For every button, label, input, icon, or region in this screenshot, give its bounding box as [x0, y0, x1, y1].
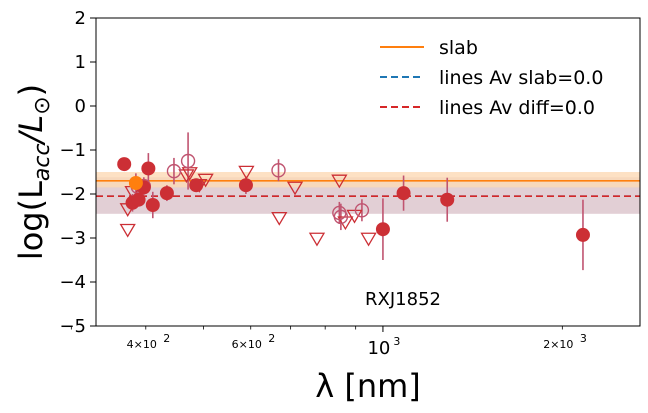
filled-point — [141, 161, 156, 176]
open-circle-point — [166, 163, 182, 179]
x-minor-tick-label: 4×10 — [127, 338, 157, 351]
legend-label-lines-diff: lines Av diff=0.0 — [439, 97, 595, 119]
y-tick-label: −1 — [59, 140, 86, 161]
y-tick-label: −4 — [59, 272, 86, 293]
y-tick-label: −3 — [59, 228, 86, 249]
filled-point — [396, 186, 411, 201]
x-minor-tick-exponent: 2 — [163, 332, 170, 345]
star-name-annotation: RXJ1852 — [365, 289, 441, 310]
filled-point — [189, 178, 204, 193]
filled-point — [159, 186, 174, 201]
filled-point — [375, 222, 390, 237]
data-markers — [117, 153, 590, 247]
upper-limit-triangle — [238, 165, 255, 180]
plot-frame — [95, 17, 641, 327]
x-minor-tick-exponent: 3 — [580, 332, 587, 345]
open-circle-point — [180, 153, 196, 169]
y-axis: 2 1 0 −1 −2 −3 −4 −5 — [59, 8, 96, 337]
y-tick-label: −2 — [59, 184, 86, 205]
filled-point — [131, 192, 146, 207]
y-tick-label: 1 — [75, 52, 86, 73]
upper-limit-triangle — [286, 181, 304, 196]
y-axis-title-group: log(Lacc/L⊙) — [12, 84, 55, 260]
upper-limit-triangle — [331, 174, 348, 189]
x-minor-tick-label: 2×10 — [543, 338, 573, 351]
upper-limit-triangle — [360, 232, 377, 247]
y-tick-label: −5 — [59, 316, 86, 337]
filled-point — [238, 178, 253, 193]
y-tick-label: 0 — [75, 96, 86, 117]
upper-limit-triangle — [271, 211, 288, 226]
upper-limit-triangle — [178, 169, 195, 184]
legend-label-lines-slab: lines Av slab=0.0 — [439, 67, 603, 89]
upper-limit-triangle — [308, 232, 326, 247]
y-tick-label: 2 — [75, 8, 86, 29]
x-minor-tick-label: 6×10 — [232, 338, 262, 351]
x-major-tick-label: 10 — [367, 338, 390, 359]
filled-point — [440, 192, 455, 207]
x-axis-title: λ [nm] — [315, 367, 421, 405]
open-circle-point — [333, 209, 349, 225]
legend-label-slab: slab — [439, 37, 478, 59]
slab-band — [96, 172, 640, 188]
upper-limit-triangle — [346, 209, 363, 224]
filled-point — [117, 157, 132, 172]
filled-point — [145, 198, 160, 212]
legend: slab lines Av slab=0.0 lines Av diff=0.0 — [380, 37, 603, 119]
x-major-tick-exponent: 3 — [393, 335, 400, 348]
upper-limit-triangle — [197, 173, 214, 188]
open-circle-point — [354, 203, 370, 218]
y-axis-title-sub: acc — [30, 143, 55, 181]
y-axis-title: log(Lacc/L⊙) — [12, 84, 55, 260]
upper-limit-triangle — [119, 223, 136, 238]
open-circle-point — [271, 163, 286, 178]
filled-point — [575, 227, 590, 242]
x-minor-tick-exponent: 2 — [268, 332, 275, 345]
slab-point — [128, 176, 143, 190]
x-axis: 10 34×10 2 6×10 2 2×10 3 — [70, 326, 587, 359]
